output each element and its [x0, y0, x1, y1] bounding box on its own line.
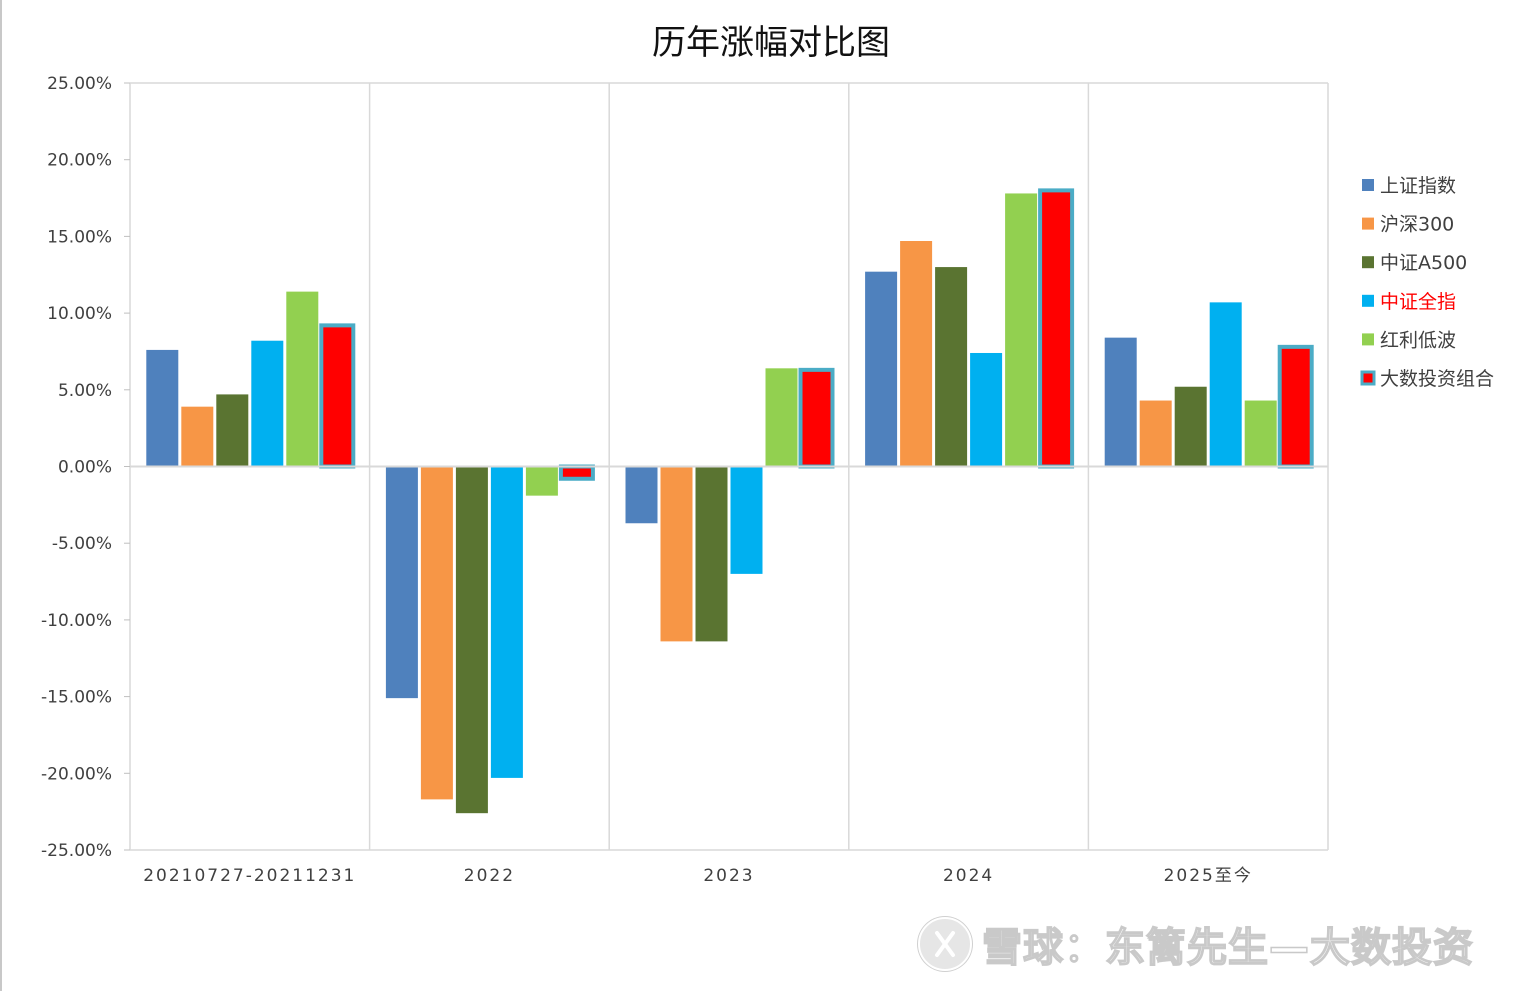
bar	[1038, 188, 1075, 469]
legend-swatch	[1362, 217, 1374, 230]
y-tick-label: 25.00%	[47, 74, 112, 94]
x-category-label: 2024	[943, 866, 994, 886]
y-tick-label: -15.00%	[41, 688, 112, 708]
y-tick-label: -25.00%	[41, 841, 112, 861]
bar	[1104, 337, 1137, 467]
bar	[798, 367, 835, 469]
bar	[385, 466, 418, 699]
bar	[1277, 344, 1314, 469]
legend-swatch	[1362, 294, 1374, 307]
bar	[1209, 302, 1242, 467]
bar	[1244, 400, 1277, 467]
bar	[900, 241, 933, 467]
bar	[286, 291, 319, 467]
bar	[319, 323, 356, 469]
chart-title: 历年涨幅对比图	[652, 23, 890, 63]
bar	[181, 406, 214, 467]
legend-label: 沪深300	[1380, 214, 1454, 236]
bar	[146, 349, 179, 467]
legend-swatch	[1362, 179, 1374, 191]
x-category-label: 2023	[703, 866, 754, 886]
bar	[1139, 400, 1172, 467]
bar	[865, 271, 898, 467]
watermark: 雪球：东篱先生—大数投资	[918, 915, 1474, 973]
y-tick-label: 15.00%	[47, 227, 112, 247]
bar	[730, 466, 763, 574]
bar	[251, 340, 284, 467]
bar	[525, 466, 558, 496]
bar	[695, 466, 728, 642]
legend-label: 上证指数	[1380, 175, 1456, 197]
x-category-label: 20210727-20211231	[143, 866, 356, 886]
bar	[935, 267, 968, 467]
y-tick-label: -20.00%	[41, 764, 112, 784]
bar	[970, 352, 1003, 467]
legend-label: 中证A500	[1380, 252, 1467, 274]
bar	[420, 466, 453, 800]
bar	[1005, 193, 1038, 467]
y-tick-label: 0.00%	[58, 458, 112, 478]
y-tick-label: -5.00%	[52, 534, 112, 554]
y-tick-label: 20.00%	[47, 151, 112, 171]
bar	[765, 368, 798, 467]
legend-swatch	[1362, 333, 1374, 346]
bar	[490, 466, 523, 778]
bar	[660, 466, 693, 642]
legend-swatch	[1362, 256, 1374, 269]
snowball-logo-icon	[918, 917, 972, 971]
x-category-label: 2022	[464, 866, 515, 886]
x-category-label: 2025至今	[1164, 866, 1253, 886]
frame-edge	[0, 0, 2, 991]
y-tick-label: 5.00%	[58, 381, 112, 401]
bar	[558, 464, 595, 481]
watermark-text: 雪球：东篱先生—大数投资	[981, 924, 1474, 972]
bar	[455, 466, 488, 814]
bar	[216, 394, 249, 467]
y-tick-label: -10.00%	[41, 611, 112, 631]
legend-label: 中证全指	[1380, 291, 1456, 313]
bar	[625, 466, 658, 524]
y-tick-label: 10.00%	[47, 304, 112, 324]
legend-swatch	[1360, 370, 1376, 386]
legend-label: 红利低波	[1380, 329, 1456, 351]
legend-label: 大数投资组合	[1380, 368, 1494, 390]
bar	[1174, 386, 1207, 467]
